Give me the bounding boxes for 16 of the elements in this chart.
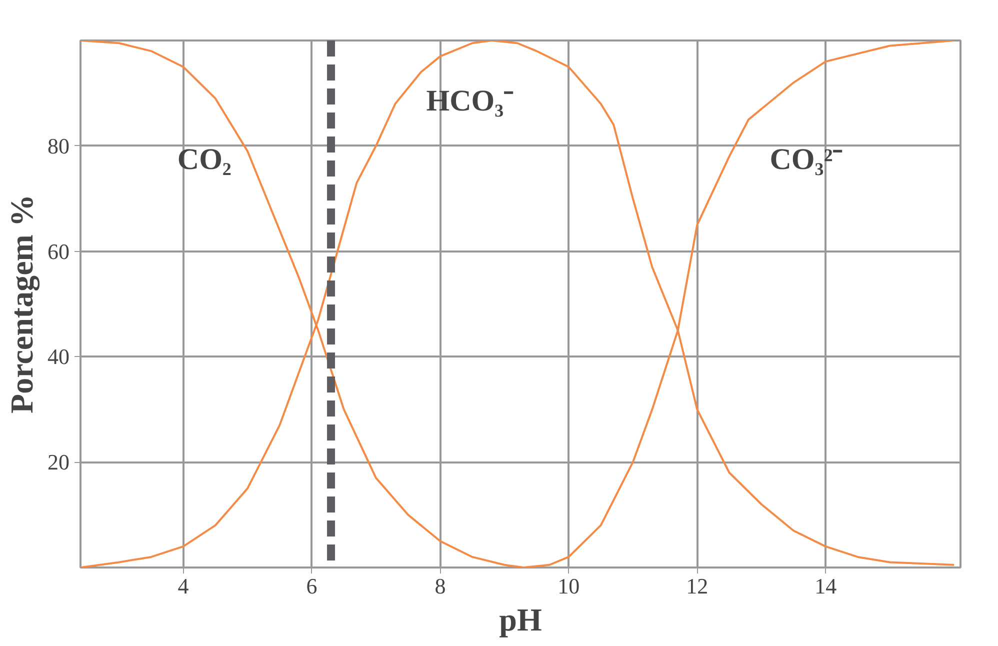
x-tick-label: 12	[686, 574, 708, 598]
y-tick-label: 20	[48, 450, 70, 475]
y-tick-label: 80	[48, 133, 70, 158]
x-axis-title: pH	[499, 602, 542, 638]
y-axis-title: Porcentagem %	[4, 194, 40, 414]
x-tick-label: 4	[178, 574, 189, 598]
annotation: CO₃²⁻	[770, 142, 843, 176]
annotation: HCO₃⁻	[426, 84, 514, 118]
x-tick-label: 14	[814, 574, 837, 598]
y-tick-label: 40	[48, 344, 70, 370]
x-tick-label: 6	[306, 574, 318, 598]
line-series	[80, 40, 956, 568]
y-tick-label: 60	[48, 238, 70, 264]
x-tick-label: 10	[558, 574, 580, 598]
x-tick-label: 8	[434, 574, 446, 598]
annotation: CO₂	[177, 142, 232, 176]
